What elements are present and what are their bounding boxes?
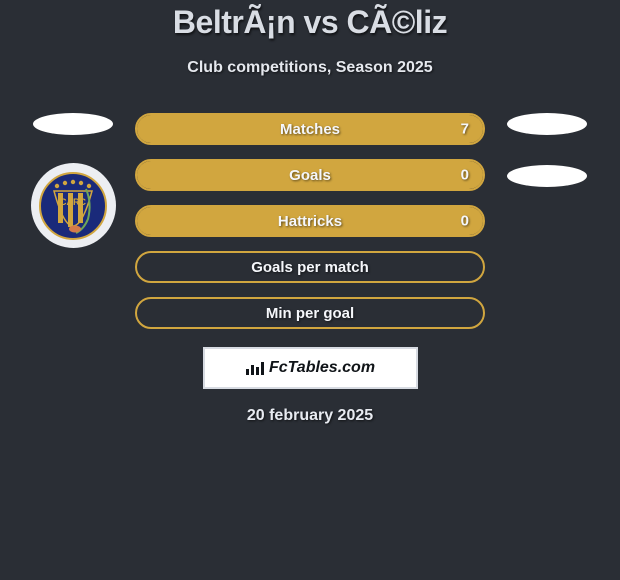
body-row: CARC Matches 7 Goals 0 Hattricks 0 [0, 113, 620, 329]
stat-label: Matches [280, 121, 340, 138]
left-club-badge: CARC [31, 163, 116, 248]
stat-value: 0 [461, 167, 469, 184]
bars-icon [245, 360, 265, 376]
stat-row-matches: Matches 7 [135, 113, 485, 145]
page-title: BeltrÃ¡n vs CÃ©liz [0, 4, 620, 41]
left-player-column: CARC [15, 113, 135, 248]
attribution-text: FcTables.com [269, 359, 375, 377]
stat-row-hattricks: Hattricks 0 [135, 205, 485, 237]
comparison-card: BeltrÃ¡n vs CÃ©liz Club competitions, Se… [0, 0, 620, 425]
stat-row-goals: Goals 0 [135, 159, 485, 191]
right-player-column [485, 113, 605, 187]
left-player-photo [33, 113, 113, 135]
right-player-photo [507, 113, 587, 135]
stat-value: 7 [461, 121, 469, 138]
stat-label: Hattricks [278, 213, 342, 230]
season-subtitle: Club competitions, Season 2025 [0, 59, 620, 77]
stat-row-min-per-goal: Min per goal [135, 297, 485, 329]
attribution-box[interactable]: FcTables.com [203, 347, 418, 389]
carc-crest-icon: CARC [38, 171, 108, 241]
svg-text:CARC: CARC [60, 197, 86, 207]
stat-row-goals-per-match: Goals per match [135, 251, 485, 283]
stat-label: Min per goal [266, 305, 354, 322]
stat-label: Goals per match [251, 259, 369, 276]
fctables-logo: FcTables.com [245, 359, 375, 377]
right-club-badge-placeholder [507, 165, 587, 187]
date-text: 20 february 2025 [0, 407, 620, 425]
stat-label: Goals [289, 167, 331, 184]
stat-value: 0 [461, 213, 469, 230]
stats-column: Matches 7 Goals 0 Hattricks 0 Goals per … [135, 113, 485, 329]
